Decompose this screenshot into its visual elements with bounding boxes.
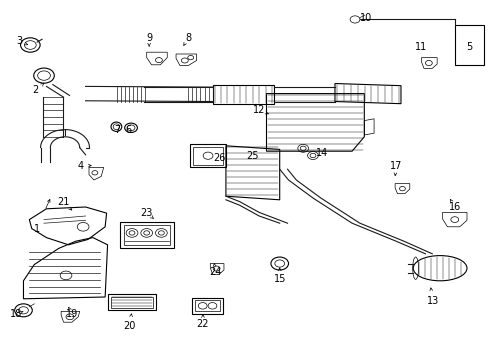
Text: 15: 15 (273, 274, 285, 284)
Bar (212, 85, 273, 104)
Text: 13: 13 (426, 296, 438, 306)
Text: 26: 26 (212, 153, 225, 163)
Bar (111, 297, 152, 308)
Bar (123, 225, 169, 245)
Bar (189, 144, 226, 167)
Text: 14: 14 (315, 148, 327, 158)
Bar (195, 300, 220, 311)
Text: 24: 24 (208, 267, 221, 277)
Text: 16: 16 (447, 202, 460, 212)
Text: 11: 11 (414, 42, 427, 52)
Bar (120, 222, 173, 248)
Text: 6: 6 (125, 125, 131, 135)
Text: 17: 17 (389, 161, 402, 171)
Text: 20: 20 (123, 321, 136, 331)
Text: 2: 2 (33, 85, 39, 95)
Text: 3: 3 (17, 36, 22, 46)
Text: 23: 23 (140, 208, 153, 218)
Text: 18: 18 (10, 309, 22, 319)
Bar (193, 147, 223, 165)
Text: 8: 8 (185, 33, 191, 43)
Text: 10: 10 (359, 13, 371, 23)
Text: 22: 22 (196, 319, 209, 329)
Text: 7: 7 (114, 125, 120, 135)
Text: 25: 25 (246, 150, 259, 161)
Text: 1: 1 (34, 224, 40, 234)
Text: 4: 4 (78, 161, 83, 171)
Bar (191, 298, 223, 314)
Bar (454, 25, 483, 65)
Text: 5: 5 (466, 42, 471, 52)
Text: 21: 21 (57, 197, 70, 207)
Text: 19: 19 (65, 309, 78, 319)
Text: 12: 12 (252, 105, 265, 115)
Bar (107, 294, 156, 310)
Text: 9: 9 (146, 33, 152, 43)
